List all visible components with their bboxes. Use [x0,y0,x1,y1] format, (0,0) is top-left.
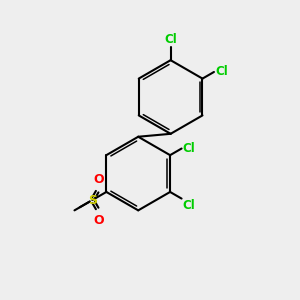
Text: Cl: Cl [183,142,196,155]
Text: Cl: Cl [164,33,177,46]
Text: Cl: Cl [183,200,196,212]
Text: O: O [93,173,104,186]
Text: S: S [88,194,97,207]
Text: O: O [93,214,104,227]
Text: Cl: Cl [215,65,228,79]
